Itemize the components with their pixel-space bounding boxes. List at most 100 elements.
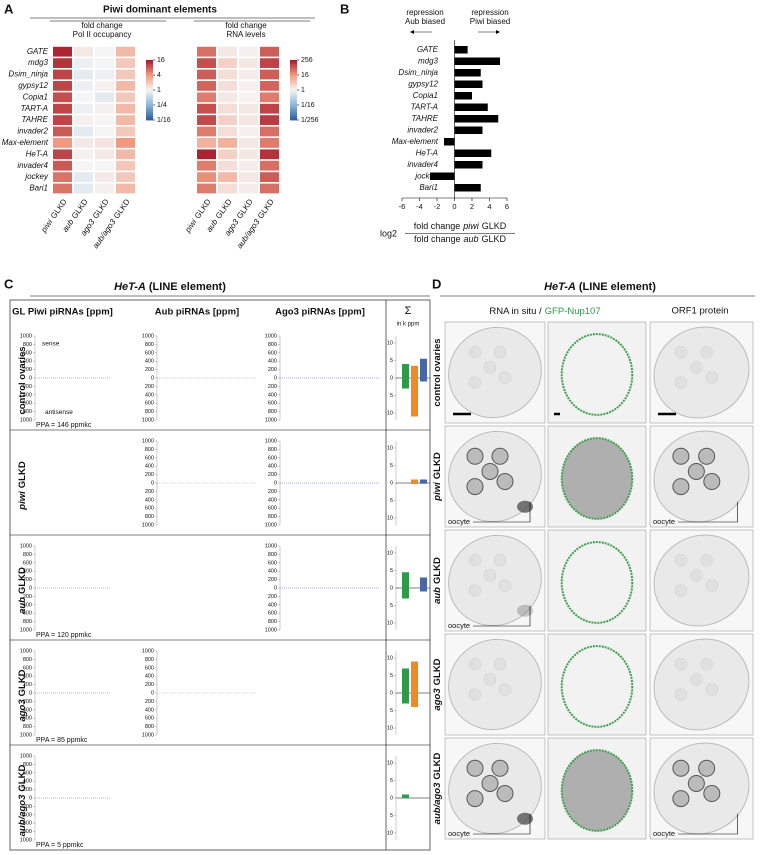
x-tick-label: 4 <box>487 202 491 211</box>
y-tick-label: 1000 <box>20 543 32 549</box>
y-tick-label: 0 <box>29 690 32 696</box>
y-tick-label: 200 <box>145 367 154 373</box>
y-tick-label: 600 <box>268 611 277 617</box>
category-label: jockey <box>414 171 439 180</box>
colorbar-step <box>290 66 297 69</box>
y-tick-label: 800 <box>23 657 32 663</box>
y-tick-label: 0 <box>151 480 154 486</box>
panel-title: HeT-A (LINE element) <box>544 281 656 293</box>
panel-label: D <box>432 276 441 291</box>
colorbar-step <box>290 62 297 65</box>
nuclear-envelope <box>560 541 634 624</box>
panel-title: HeT-A (LINE element) <box>114 281 226 293</box>
column-label-italic: aub <box>61 217 76 234</box>
colorbar-step <box>290 88 297 91</box>
nucleus <box>466 447 484 465</box>
sum-bar <box>420 358 427 382</box>
row-label-italic: piwi <box>432 482 443 502</box>
heatmap-cell <box>239 183 258 194</box>
heatmap-cell <box>116 69 135 80</box>
row-label: gypsy12 <box>18 81 48 90</box>
nucleus <box>672 759 690 777</box>
colorbar-label: 1/16 <box>157 117 171 124</box>
heatmap-cell <box>74 149 93 160</box>
sum-bar <box>402 572 409 599</box>
nucleus <box>700 554 713 567</box>
heatmap-cell <box>197 92 216 103</box>
row-label: aub GLKD <box>17 567 28 614</box>
ppa-label: PPA = 146 ppmkc <box>36 422 92 429</box>
colorbar-step <box>146 100 153 103</box>
nucleus <box>690 569 703 582</box>
y-tick-label: 400 <box>23 359 32 365</box>
colorbar-step <box>290 84 297 87</box>
column-label-italic: piwi <box>183 218 199 235</box>
y-tick-label: 600 <box>23 821 32 827</box>
sum-tick-label: 5 <box>390 358 393 364</box>
colorbar-step <box>290 116 297 119</box>
y-tick-label: 600 <box>23 770 32 776</box>
nucleus <box>481 774 499 792</box>
formula-numerator: fold change piwi GLKD <box>414 221 507 231</box>
colorbar-step <box>290 90 297 93</box>
colorbar-step <box>146 92 153 95</box>
heatmap-cell <box>53 149 72 160</box>
oocyte-label: oocyte <box>448 517 470 526</box>
heatmap-cell <box>218 69 237 80</box>
micrograph <box>547 633 647 736</box>
heatmap-cell <box>239 160 258 171</box>
sum-bar <box>402 364 409 389</box>
formula-denominator: fold change aub GLKD <box>414 234 507 244</box>
heatmap-cell <box>53 46 72 57</box>
heatmap-cell <box>74 92 93 103</box>
y-tick-label: 200 <box>145 489 154 495</box>
bar <box>454 161 483 169</box>
y-tick-label: 200 <box>145 699 154 705</box>
sum-unit: in k ppm <box>397 322 420 328</box>
sum-tick-label: 10 <box>387 760 393 766</box>
y-tick-label: 0 <box>29 375 32 381</box>
column-title: RNA in situ / GFP-Nup107 <box>489 306 600 317</box>
sum-tick-label: 10 <box>387 655 393 661</box>
nucleus <box>468 346 482 359</box>
colorbar-step <box>146 98 153 101</box>
colorbar-step <box>146 70 153 73</box>
colorbar-step <box>146 80 153 83</box>
nucleus <box>687 774 705 792</box>
heatmap-cell <box>197 69 216 80</box>
colorbar-step <box>290 96 297 99</box>
colorbar-label: 16 <box>301 72 309 79</box>
sum-tick-label: 0 <box>390 375 393 381</box>
heatmap-cell <box>116 92 135 103</box>
sum-bar <box>411 365 418 417</box>
panel-label: C <box>4 276 14 291</box>
y-tick-label: 800 <box>23 724 32 730</box>
colorbar-step <box>146 106 153 109</box>
y-tick-label: 600 <box>145 716 154 722</box>
y-tick-label: 400 <box>23 392 32 398</box>
row-label-text: GLKD <box>432 557 443 584</box>
note: Aub biased <box>405 17 445 26</box>
heatmap-cell <box>260 58 279 68</box>
y-tick-label: 400 <box>145 497 154 503</box>
colorbar-step <box>290 70 297 73</box>
bar <box>454 80 483 88</box>
nucleus <box>466 478 484 496</box>
heatmap-cell <box>74 103 93 114</box>
nucleus <box>496 473 514 491</box>
nucleus <box>674 658 688 671</box>
row-label: invader2 <box>17 127 48 136</box>
heatmap-cell <box>53 92 72 103</box>
heatmap-cell <box>95 149 114 160</box>
strand-label: antisense <box>45 409 73 416</box>
nucleus <box>672 790 690 808</box>
category-label: invader4 <box>407 160 438 169</box>
colorbar-label: 256 <box>301 57 313 64</box>
y-tick-label: 400 <box>268 602 277 608</box>
y-tick-label: 600 <box>23 350 32 356</box>
x-tick-label: 0 <box>452 202 456 211</box>
heatmap-cell <box>95 172 114 182</box>
heatmap-cell <box>197 81 216 91</box>
y-tick-label: 400 <box>145 707 154 713</box>
heatmap-cell <box>197 126 216 137</box>
